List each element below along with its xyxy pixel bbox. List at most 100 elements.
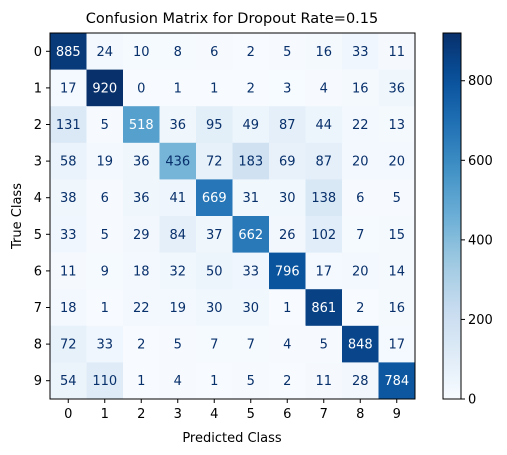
cell-value-label: 36 [133, 191, 150, 206]
heatmap-cell [305, 362, 343, 400]
cell-value-label: 861 [311, 301, 336, 316]
cell-value-label: 17 [315, 264, 332, 279]
cell-value-label: 5 [320, 338, 328, 353]
cell-value-label: 30 [242, 301, 259, 316]
cell-value-label: 13 [388, 118, 405, 133]
heatmap-cell [50, 216, 87, 254]
heatmap-cell [196, 106, 233, 144]
cell-value-label: 72 [60, 338, 77, 353]
heatmap-cell [196, 252, 233, 290]
heatmap-cell [123, 252, 160, 290]
cell-value-label: 3 [283, 81, 291, 96]
heatmap-cell [123, 33, 160, 71]
y-tick-label: 2 [34, 118, 42, 133]
heatmap-cell [50, 33, 87, 71]
cell-value-label: 2 [356, 301, 364, 316]
heatmap-cell [123, 69, 160, 107]
heatmap-cell [196, 216, 233, 254]
heatmap-cell [305, 179, 343, 217]
heatmap-cell [378, 106, 416, 144]
heatmap-cell [86, 289, 124, 327]
heatmap-cell [159, 106, 197, 144]
x-tick-label: 6 [283, 407, 291, 422]
heatmap-cell [159, 142, 197, 180]
heatmap-cell [232, 33, 270, 71]
heatmap-cell [50, 362, 87, 400]
y-tick-label: 3 [34, 155, 42, 170]
heatmap-cell [269, 252, 306, 290]
heatmap-cell [269, 362, 306, 400]
cell-value-label: 38 [60, 191, 77, 206]
heatmap-cell [269, 216, 306, 254]
cell-value-label: 7 [210, 338, 218, 353]
heatmap-cell [378, 216, 416, 254]
heatmap-cell [269, 33, 306, 71]
colorbar [442, 32, 462, 400]
heatmap-cell [342, 69, 379, 107]
heatmap-cell [50, 252, 87, 290]
heatmap-cell [342, 179, 379, 217]
cell-value-label: 4 [320, 81, 328, 96]
y-tick-label: 4 [34, 191, 42, 206]
colorbar-tick-label: 200 [468, 313, 493, 328]
heatmap-cell [196, 142, 233, 180]
cell-value-label: 36 [388, 81, 405, 96]
cell-value-label: 138 [311, 191, 336, 206]
heatmap-cell [269, 69, 306, 107]
cell-value-label: 44 [315, 118, 332, 133]
cell-value-label: 50 [206, 264, 223, 279]
cell-value-label: 110 [92, 374, 117, 389]
cell-value-label: 518 [129, 118, 154, 133]
heatmap-cell [305, 142, 343, 180]
x-tick-label: 5 [247, 407, 255, 422]
heatmap-cell [342, 216, 379, 254]
heatmap-cell [378, 252, 416, 290]
cell-value-label: 22 [133, 301, 150, 316]
heatmap-cell [378, 69, 416, 107]
heatmap-cells [50, 33, 416, 400]
heatmap-cell [305, 33, 343, 71]
heatmap-cell [50, 179, 87, 217]
cell-value-label: 183 [238, 155, 263, 170]
heatmap-cell [305, 216, 343, 254]
cell-value-label: 20 [352, 155, 369, 170]
cell-value-label: 84 [169, 228, 186, 243]
heatmap-cell [159, 362, 197, 400]
heatmap-cell [50, 325, 87, 363]
cell-value-label: 16 [315, 45, 332, 60]
cell-value-label: 28 [352, 374, 369, 389]
cell-value-label: 5 [101, 228, 109, 243]
cell-value-label: 2 [247, 45, 255, 60]
heatmap-cell [269, 179, 306, 217]
x-tick-label: 2 [137, 407, 145, 422]
heatmap-cell [232, 289, 270, 327]
cell-value-label: 1 [101, 301, 109, 316]
heatmap-cell [159, 69, 197, 107]
cell-value-label: 9 [101, 264, 109, 279]
cell-value-label: 848 [348, 338, 373, 353]
cell-value-label: 2 [137, 338, 145, 353]
heatmap-cell [86, 325, 124, 363]
colorbar-tick-label: 400 [468, 233, 493, 248]
cell-value-label: 11 [315, 374, 332, 389]
cell-value-label: 1 [283, 301, 291, 316]
y-tick-label: 1 [34, 81, 42, 96]
heatmap-cell [159, 289, 197, 327]
cell-value-label: 2 [283, 374, 291, 389]
cell-value-label: 19 [169, 301, 186, 316]
cell-value-label: 784 [384, 374, 409, 389]
cell-value-label: 669 [202, 191, 227, 206]
heatmap-cell [86, 252, 124, 290]
cell-value-label: 6 [210, 45, 218, 60]
cell-value-label: 72 [206, 155, 223, 170]
heatmap-cell [305, 69, 343, 107]
y-tick-label: 6 [34, 264, 42, 279]
heatmap-cell [269, 289, 306, 327]
heatmap-cell [232, 142, 270, 180]
heatmap-cell [123, 106, 160, 144]
heatmap-cell [342, 289, 379, 327]
heatmap-cell [86, 179, 124, 217]
y-tick-label: 0 [34, 45, 42, 60]
heatmap-cell [159, 179, 197, 217]
